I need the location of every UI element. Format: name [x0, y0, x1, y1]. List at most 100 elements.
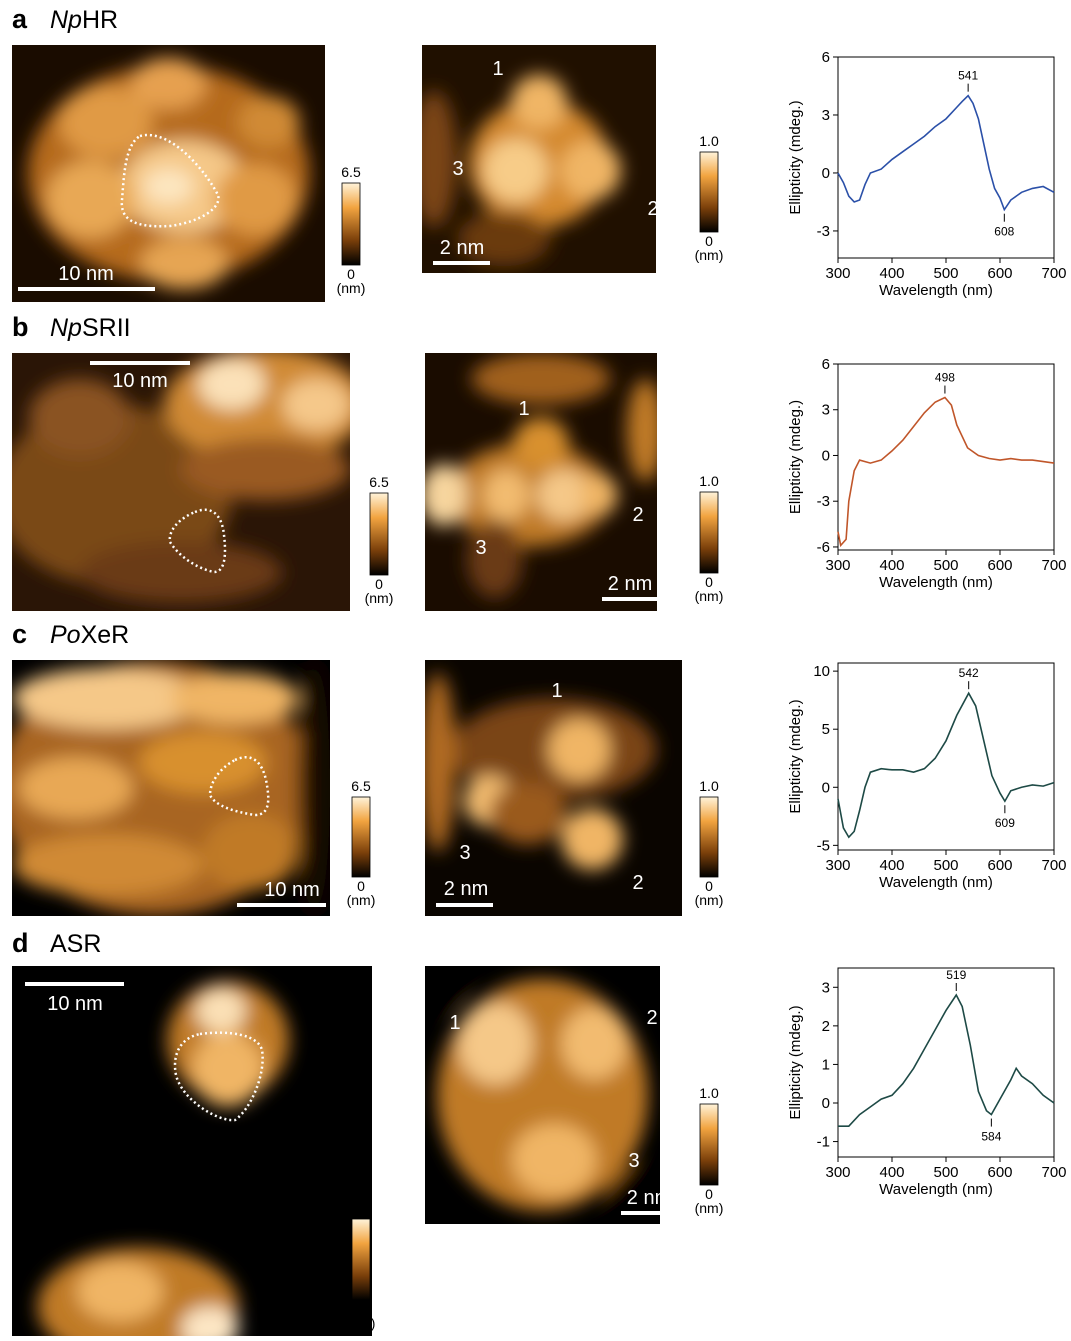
scale-bar-label: 2 nm: [608, 573, 652, 595]
x-tick-label: 300: [825, 1164, 850, 1181]
y-tick-label: 10: [813, 663, 830, 680]
annotation-label: 519: [946, 968, 966, 982]
subunit-label: 1: [492, 58, 503, 80]
colorbar-min: 0: [705, 878, 713, 894]
blob: [46, 160, 135, 238]
x-tick-label: 700: [1041, 265, 1066, 282]
colorbar-min: 0: [705, 574, 713, 590]
blob: [457, 1002, 534, 1085]
subunit-label: 3: [628, 1150, 639, 1172]
blob: [466, 520, 523, 599]
y-tick-label: 1: [822, 1056, 830, 1073]
colorbar: [699, 1103, 719, 1186]
colorbar: [699, 151, 719, 233]
scale-bar-label: 10 nm: [264, 879, 320, 901]
y-tick-label: -3: [817, 493, 830, 510]
blob: [448, 443, 611, 547]
blob: [195, 988, 246, 1033]
colorbar: [699, 491, 719, 574]
colorbar-unit: (nm): [695, 588, 724, 604]
x-tick-label: 500: [933, 1164, 958, 1181]
blob: [422, 90, 458, 228]
colorbar-unit: (nm): [365, 590, 394, 606]
colorbar: [699, 796, 719, 878]
blobs: [37, 980, 290, 1336]
panel-letter: d: [12, 928, 29, 958]
blob: [171, 672, 299, 725]
protein-name: ASR: [50, 930, 101, 958]
subunit-label: 2: [632, 504, 643, 526]
colorbar-min: 0: [705, 233, 713, 249]
blob: [18, 757, 133, 819]
scale-bar-label: 2 nm: [444, 878, 488, 900]
y-tick-label: 0: [822, 779, 830, 796]
blob: [457, 211, 551, 267]
annotation-label: 542: [959, 666, 979, 680]
blob: [12, 834, 203, 896]
colorbar: [369, 492, 389, 576]
panel-letter: c: [12, 619, 27, 649]
colorbar-min: 0: [375, 576, 383, 592]
afm-zoom: [425, 353, 657, 611]
x-tick-label: 600: [987, 557, 1012, 574]
name: SRII: [82, 314, 131, 342]
panel-letter: a: [12, 4, 28, 34]
blob: [76, 1262, 164, 1322]
colorbar-max: 6.5: [369, 474, 389, 490]
blob: [130, 57, 207, 110]
x-tick-label: 700: [1041, 557, 1066, 574]
name-italic: Np: [50, 314, 82, 342]
blob: [79, 541, 283, 604]
blob: [298, 660, 330, 916]
y-tick-label: -1: [817, 1134, 830, 1151]
x-tick-label: 400: [879, 857, 904, 874]
y-tick-label: 6: [822, 49, 830, 66]
y-tick-label: -6: [817, 539, 830, 556]
blob: [28, 378, 131, 457]
y-tick-label: 5: [822, 721, 830, 738]
panel-letter: b: [12, 312, 29, 342]
blob: [140, 237, 228, 290]
plot-frame: [837, 967, 1055, 1158]
y-axis-label: Ellipticity (mdeg.): [787, 400, 804, 514]
subunit-label: 2: [647, 198, 658, 220]
colorbar-unit: (nm): [347, 1315, 376, 1331]
blob: [202, 813, 299, 891]
blob: [482, 138, 549, 203]
y-tick-label: 3: [822, 979, 830, 996]
subunit-label: 2: [632, 872, 643, 894]
subunit-label: 1: [518, 398, 529, 420]
blob: [425, 463, 467, 526]
spectrum-line: [837, 94, 1055, 212]
x-tick-label: 400: [879, 1164, 904, 1181]
y-tick-label: 2: [822, 1018, 830, 1035]
colorbar-max: 1.0: [699, 1085, 719, 1101]
colorbar-max: 6.5: [341, 164, 361, 180]
x-tick-label: 400: [879, 557, 904, 574]
name: ASR: [50, 930, 101, 958]
afm-overview: [12, 353, 350, 611]
afm-zoom: [425, 966, 660, 1224]
protein-name: PoXeR: [50, 621, 129, 649]
blobs: [27, 57, 310, 290]
blob: [215, 163, 297, 236]
x-tick-label: 300: [825, 265, 850, 282]
blob: [471, 353, 611, 405]
blob: [561, 1007, 628, 1080]
colorbar-max: 6.5: [351, 1200, 371, 1216]
x-tick-label: 500: [933, 857, 958, 874]
subunit-label: 3: [475, 537, 486, 559]
scale-bar-label: 10 nm: [58, 263, 114, 285]
blobs: [12, 353, 350, 604]
colorbar-max: 1.0: [699, 133, 719, 149]
dotted-outline: [120, 133, 220, 228]
blob: [58, 86, 153, 159]
afm-zoom: [422, 45, 656, 273]
colorbar-min: 0: [357, 1301, 365, 1317]
blob: [580, 474, 618, 516]
x-tick-label: 700: [1041, 1164, 1066, 1181]
blob: [608, 1167, 660, 1224]
annotation-label: 541: [958, 69, 978, 83]
blob: [282, 378, 350, 431]
